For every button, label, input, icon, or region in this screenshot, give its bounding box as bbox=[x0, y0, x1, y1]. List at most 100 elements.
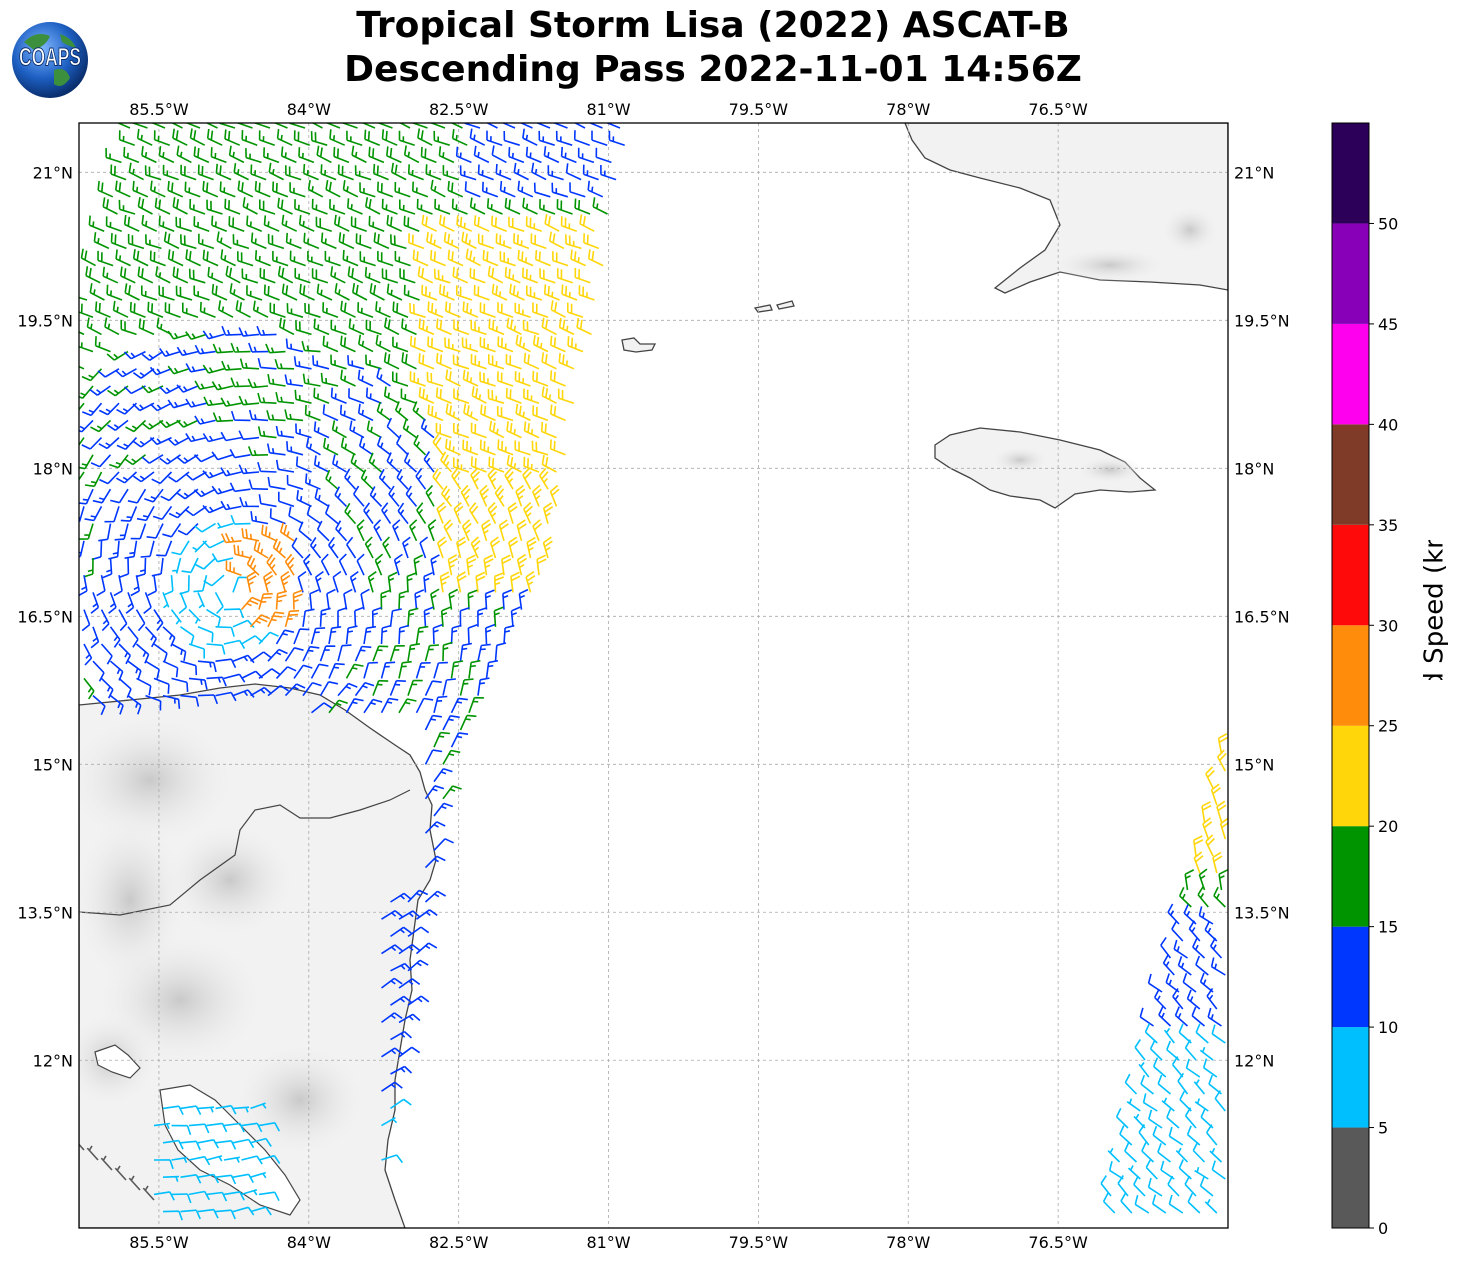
wind-barb bbox=[241, 268, 259, 284]
wind-barb bbox=[79, 1143, 85, 1151]
wind-barb bbox=[152, 505, 173, 521]
wind-barb bbox=[229, 482, 251, 493]
lon-tick-top: 81°W bbox=[586, 100, 630, 119]
wind-barb bbox=[430, 554, 440, 576]
wind-barb bbox=[329, 199, 346, 215]
wind-barb bbox=[1211, 1160, 1226, 1180]
wind-barb bbox=[163, 231, 180, 250]
wind-barb bbox=[302, 681, 322, 697]
wind-barb bbox=[508, 536, 519, 559]
wind-barb bbox=[342, 249, 359, 267]
wind-barb bbox=[202, 504, 225, 514]
wind-barb bbox=[402, 418, 417, 439]
wind-barb bbox=[206, 1155, 223, 1162]
wind-barb bbox=[485, 659, 499, 679]
wind-barb bbox=[502, 589, 513, 610]
wind-barb bbox=[188, 1123, 210, 1134]
wind-barb bbox=[294, 389, 312, 404]
wind-barb bbox=[453, 388, 470, 404]
wind-barb bbox=[310, 663, 329, 679]
wind-barb bbox=[235, 300, 251, 318]
wind-barb bbox=[447, 249, 464, 267]
wind-barb bbox=[1195, 955, 1209, 976]
wind-barb bbox=[400, 388, 417, 404]
wind-barb bbox=[257, 392, 277, 404]
wind-barb bbox=[102, 197, 118, 215]
wind-barb bbox=[550, 335, 566, 353]
wind-barb bbox=[433, 130, 450, 146]
wind-barb bbox=[389, 645, 405, 662]
wind-barb bbox=[215, 163, 232, 181]
wind-barb bbox=[263, 147, 280, 164]
wind-barb bbox=[392, 301, 409, 318]
wind-barb bbox=[123, 350, 146, 360]
wind-barb bbox=[301, 341, 321, 353]
wind-barb bbox=[517, 180, 534, 198]
wind-barb bbox=[266, 443, 286, 456]
wind-barb bbox=[197, 1173, 220, 1184]
colorbar-bin bbox=[1332, 1127, 1369, 1228]
wind-barb bbox=[172, 197, 188, 215]
wind-barb bbox=[479, 336, 496, 353]
wind-barb bbox=[479, 439, 496, 456]
lon-tick-bottom: 78°W bbox=[886, 1233, 930, 1252]
wind-barb bbox=[358, 334, 374, 353]
wind-barb bbox=[172, 557, 182, 574]
wind-barb bbox=[177, 523, 199, 536]
wind-barb bbox=[92, 488, 112, 504]
wind-barb bbox=[92, 660, 105, 682]
wind-barb bbox=[120, 506, 138, 522]
wind-barb bbox=[211, 284, 228, 301]
wind-barb bbox=[83, 557, 94, 578]
wind-barb bbox=[565, 163, 582, 181]
wind-barb bbox=[284, 409, 304, 422]
wind-barb bbox=[445, 369, 461, 387]
wind-barb bbox=[265, 343, 286, 354]
wind-barb bbox=[535, 249, 551, 267]
wind-barb bbox=[573, 130, 590, 146]
wind-barb bbox=[149, 402, 172, 412]
wind-barb bbox=[1219, 817, 1228, 840]
wind-barb bbox=[393, 553, 403, 576]
wind-barb bbox=[348, 318, 365, 336]
wind-barb bbox=[84, 471, 103, 488]
wind-barb bbox=[319, 645, 336, 662]
wind-barb bbox=[445, 403, 461, 422]
wind-barb bbox=[294, 199, 311, 215]
wind-barb bbox=[238, 464, 260, 475]
wind-barb bbox=[92, 694, 106, 716]
wind-barb bbox=[501, 554, 512, 576]
wind-barb bbox=[1177, 956, 1192, 976]
wind-barb bbox=[417, 266, 434, 284]
wind-barb bbox=[459, 606, 470, 627]
wind-barb bbox=[567, 302, 584, 318]
svg-text:COAPS: COAPS bbox=[19, 44, 81, 72]
wind-barb bbox=[132, 368, 155, 379]
wind-barb bbox=[394, 251, 411, 267]
colorbar-bin bbox=[1332, 123, 1369, 224]
wind-barb bbox=[167, 249, 184, 267]
wind-barb bbox=[153, 643, 168, 663]
wind-barb bbox=[436, 318, 452, 336]
wind-barb bbox=[153, 1191, 175, 1201]
wind-barb bbox=[158, 285, 175, 301]
colorbar-bin bbox=[1332, 424, 1369, 525]
wind-barb bbox=[138, 318, 155, 336]
wind-barb bbox=[99, 471, 120, 485]
wind-barb bbox=[246, 215, 263, 232]
wind-barb bbox=[250, 1206, 272, 1216]
wind-barb bbox=[516, 519, 527, 542]
wind-barb bbox=[118, 130, 135, 146]
wind-barb bbox=[364, 267, 381, 284]
wind-barb bbox=[98, 402, 120, 416]
wind-barb bbox=[442, 785, 462, 800]
wind-barb bbox=[424, 890, 446, 903]
wind-barb bbox=[426, 231, 442, 250]
wind-barb bbox=[248, 342, 269, 353]
wind-barb bbox=[401, 318, 417, 336]
wind-barb bbox=[421, 284, 438, 301]
wind-barb bbox=[461, 231, 477, 250]
wind-barb bbox=[407, 164, 424, 181]
cuba-land bbox=[904, 123, 1228, 294]
wind-barb bbox=[302, 645, 320, 662]
